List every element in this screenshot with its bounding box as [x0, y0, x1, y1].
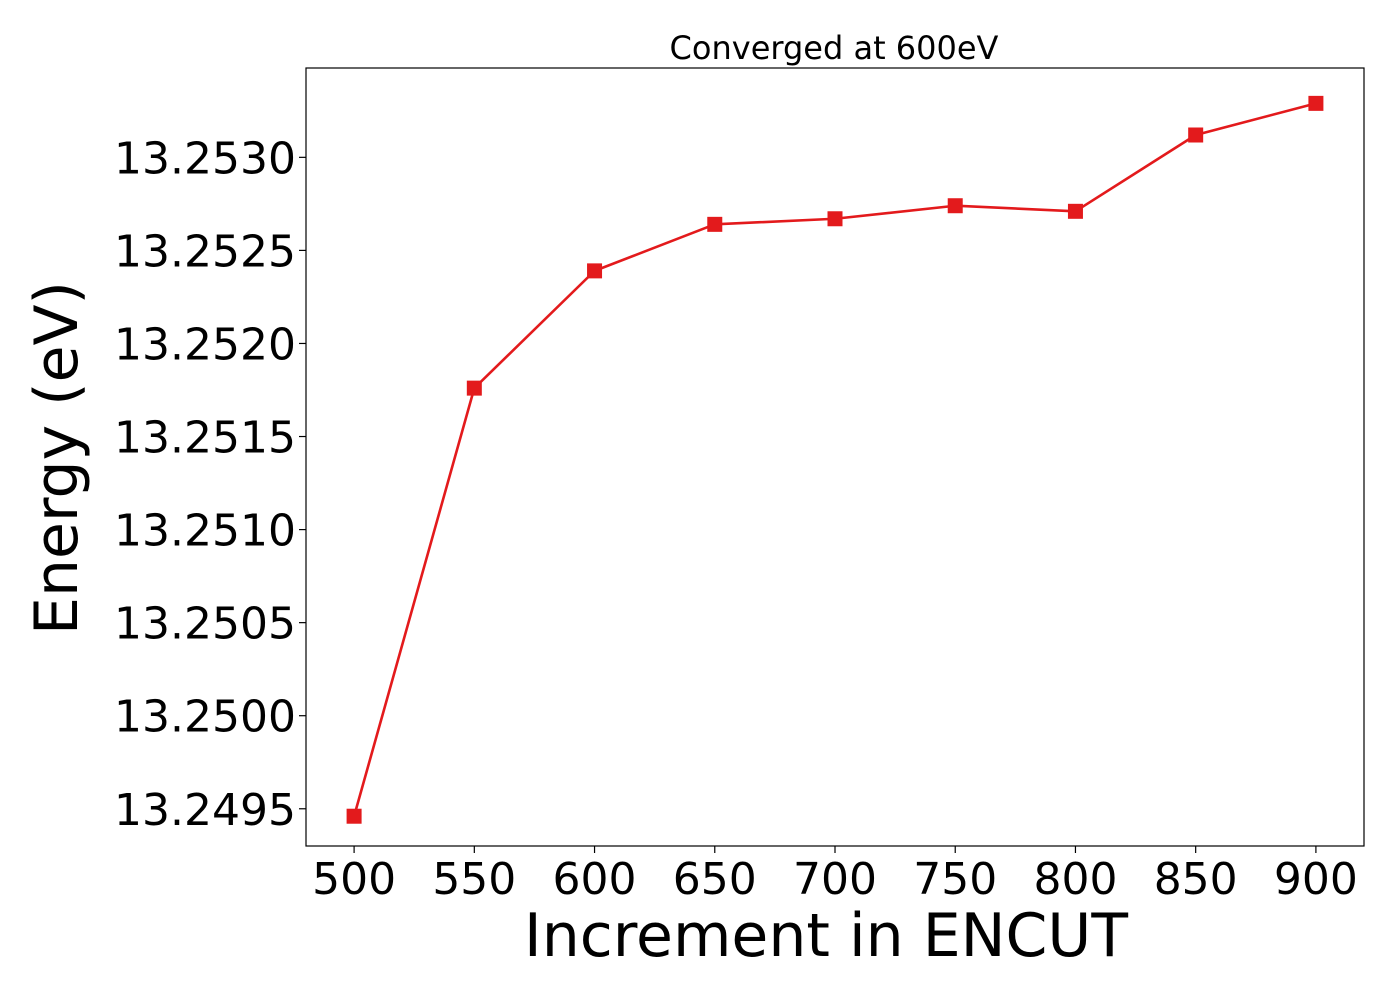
x-tick-label: 850	[1154, 854, 1238, 905]
y-tick-label: 13.2515	[114, 413, 296, 464]
plot-frame	[305, 67, 1365, 847]
y-tick-label: 13.2530	[114, 133, 296, 184]
plot-area: 500 550 600 650 700 750 800 850 900 13.2495 13.250…	[114, 67, 1365, 905]
data-point-marker	[1308, 95, 1324, 111]
y-tick-label: 13.2505	[114, 599, 296, 650]
y-tick-label: 13.2525	[114, 226, 296, 277]
data-point-marker	[346, 808, 362, 824]
data-point-marker	[707, 216, 723, 232]
series-line	[352, 102, 1317, 817]
y-tick-label: 13.2495	[114, 785, 296, 836]
x-tick-label: 900	[1274, 854, 1358, 905]
x-tick-label: 650	[673, 854, 757, 905]
data-point-marker	[587, 263, 603, 279]
data-point-marker	[947, 198, 963, 214]
data-point-marker	[1188, 127, 1204, 143]
y-axis-label: Energy (eV)	[22, 281, 92, 635]
y-tick-label: 13.2510	[114, 506, 296, 557]
data-point-marker	[827, 211, 843, 227]
data-point-marker	[1067, 203, 1083, 219]
y-tick-label: 13.2500	[114, 692, 296, 743]
y-tick-label: 13.2520	[114, 319, 296, 370]
x-tick-label: 700	[793, 854, 877, 905]
chart-title: Converged at 600eV	[670, 29, 999, 67]
x-axis-label: Increment in ENCUT	[524, 901, 1128, 971]
x-tick-label: 550	[432, 854, 516, 905]
x-tick-label: 750	[913, 854, 997, 905]
x-tick-label: 600	[553, 854, 637, 905]
x-tick-label: 500	[312, 854, 396, 905]
data-point-marker	[466, 380, 482, 396]
x-tick-label: 800	[1033, 854, 1117, 905]
